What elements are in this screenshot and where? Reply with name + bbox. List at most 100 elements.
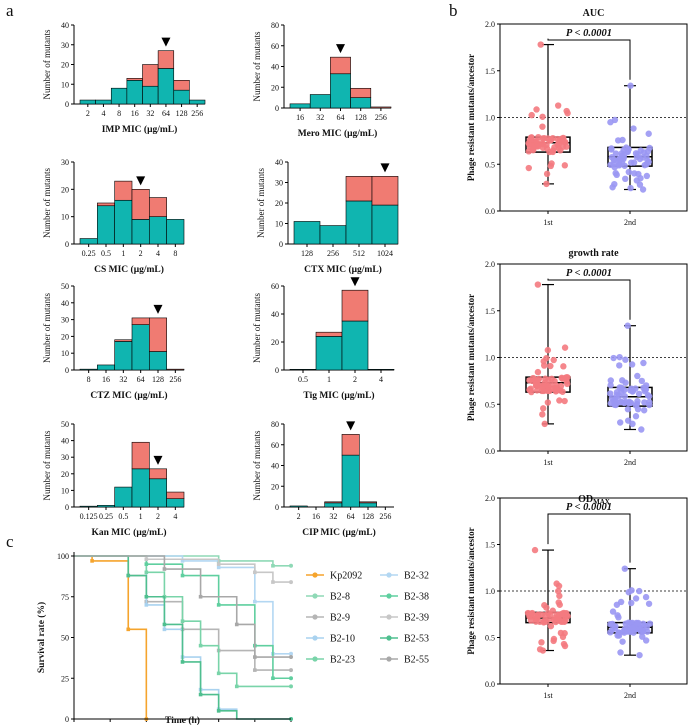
data-point	[644, 157, 651, 164]
censor-mark	[253, 668, 257, 672]
bar-resistant	[345, 200, 373, 245]
data-point	[555, 582, 563, 590]
x-tick-label: 0.5	[118, 512, 128, 521]
legend-label: B2-53	[404, 634, 429, 645]
censor-mark	[126, 627, 131, 632]
y-tick-label: 0.5	[485, 400, 495, 409]
data-point	[637, 628, 645, 635]
legend-marker	[312, 614, 318, 620]
data-point	[543, 354, 550, 362]
censor-mark	[216, 562, 221, 566]
data-point	[625, 168, 633, 176]
x-tick-label: 2nd	[624, 458, 636, 467]
data-point	[539, 405, 547, 412]
data-point	[528, 111, 535, 119]
bar-resistant	[114, 486, 133, 508]
data-point	[538, 639, 545, 646]
y-tick-label: 30	[61, 158, 69, 167]
data-point	[621, 162, 628, 169]
chart-mero-mic: 0 20 40 60 80 16 32 64 128 256 Mero MIC (μg/mL) Num…	[252, 21, 392, 139]
data-point	[616, 419, 624, 426]
x-tick-label: 16	[131, 109, 139, 118]
data-point	[612, 169, 619, 177]
x-tick-label: 4	[101, 109, 105, 118]
y-tick-label: 0	[65, 366, 69, 375]
bar-resistant	[350, 97, 372, 109]
bar-resistant	[319, 225, 347, 245]
bar-sensitive	[370, 106, 392, 109]
data-point	[634, 372, 641, 380]
data-point	[641, 622, 648, 629]
censor-mark	[126, 573, 131, 578]
y-axis-label: Phage resistant mutants/ancestor	[466, 294, 476, 421]
bar-sensitive	[157, 50, 175, 69]
data-point	[622, 175, 629, 183]
y-tick-label: 0	[275, 104, 279, 113]
y-tick-label: 1.5	[485, 307, 495, 316]
x-tick-label: 64	[137, 375, 145, 384]
bar-sensitive	[97, 202, 115, 207]
bar-sensitive	[131, 317, 150, 325]
data-point	[625, 399, 632, 407]
x-tick-label: 1024	[377, 249, 393, 258]
x-axis-label: CIP MIC (μg/mL)	[302, 527, 375, 538]
x-tick-label: 2	[156, 512, 160, 521]
data-point	[645, 600, 653, 607]
data-point	[644, 628, 651, 635]
x-tick-label: 256	[375, 113, 387, 122]
data-point	[553, 387, 560, 394]
data-point	[533, 106, 540, 113]
y-tick-label: 30	[61, 41, 69, 50]
data-point	[525, 164, 532, 172]
chart-survival: 02550751000122436486072Kp2092B2-8B2-9B2-…	[36, 552, 429, 726]
end-marker	[289, 676, 293, 681]
data-point	[559, 138, 567, 145]
end-marker	[289, 580, 293, 585]
x-tick-label: 128	[362, 512, 374, 521]
bar-sensitive	[149, 317, 167, 352]
y-tick-label: 0	[279, 240, 283, 249]
x-tick-label: 0.125	[80, 512, 98, 521]
data-point	[561, 397, 568, 405]
significance-bracket	[547, 38, 631, 80]
y-tick-label: 0	[65, 715, 69, 724]
y-tick-label: 0.0	[485, 447, 495, 456]
survival-line	[74, 555, 291, 720]
bar-resistant	[79, 505, 98, 508]
x-tick-label: 16	[296, 113, 304, 122]
bar-resistant	[79, 368, 98, 371]
bar-resistant	[131, 468, 150, 508]
x-tick-label: 256	[327, 249, 339, 258]
x-tick-label: 8	[87, 375, 91, 384]
censor-mark	[271, 563, 275, 568]
p-value-label: P < 0.0001	[566, 28, 612, 39]
x-tick-label: 1st	[543, 691, 553, 700]
y-tick-label: 0.0	[485, 680, 495, 689]
x-tick-label: 4	[379, 375, 383, 384]
legend-marker	[312, 572, 318, 578]
x-tick-label: 32	[119, 375, 127, 384]
data-point	[607, 621, 614, 628]
arrow-marker	[161, 37, 171, 47]
data-point	[628, 599, 635, 607]
y-tick-label: 30	[275, 179, 283, 188]
x-tick-label: 0.25	[99, 512, 113, 521]
bar-resistant	[173, 89, 190, 105]
y-axis-label: Phage resistant mutants/ancestor	[466, 527, 476, 654]
y-tick-label: 1.0	[485, 114, 495, 123]
data-point	[564, 380, 571, 388]
x-tick-label: 128	[301, 249, 313, 258]
bar-resistant	[126, 80, 143, 105]
arrow-marker	[346, 421, 356, 431]
bar-sensitive	[149, 197, 167, 217]
y-axis-label: Number of mutants	[42, 430, 52, 500]
bar-sensitive	[149, 468, 167, 480]
bar-sensitive	[131, 189, 150, 220]
data-point	[642, 637, 650, 644]
x-tick-label: 32	[146, 109, 154, 118]
bar-resistant	[289, 368, 317, 371]
x-tick-label: 4	[173, 512, 177, 521]
y-tick-label: 0.5	[485, 160, 495, 169]
data-point	[627, 159, 635, 166]
data-point	[560, 640, 568, 648]
